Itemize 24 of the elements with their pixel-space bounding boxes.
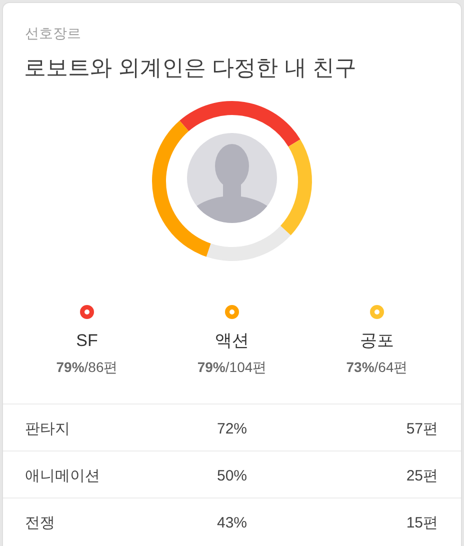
text: 50% <box>216 468 248 484</box>
legend-item: 액션 <box>215 305 249 350</box>
chart-title: 로보트와 외계인은 다정한 내 친구 <box>24 55 356 80</box>
legend-item: SF <box>76 305 98 350</box>
text: 애니메이션 <box>25 468 100 484</box>
donut-slice <box>152 120 211 257</box>
data-label: 73%/64편 <box>346 359 408 375</box>
donut-slice <box>280 139 312 236</box>
data-label: 79%/86편 <box>56 359 118 375</box>
donut-slice <box>180 101 300 147</box>
text: 57편 <box>406 420 438 438</box>
legend-label: 공포 <box>360 331 394 350</box>
text: 15편 <box>406 514 438 532</box>
legend-label: SF <box>76 331 98 350</box>
legend-item: 공포 <box>360 305 394 350</box>
chart-subtitle: 선호장르 <box>25 25 81 41</box>
text: 72% <box>216 420 248 438</box>
donut-slice <box>206 226 291 261</box>
legend-label: 액션 <box>215 331 249 350</box>
text: 25편 <box>406 468 438 484</box>
data-label: 79%/104편 <box>197 359 267 375</box>
text: 43% <box>216 514 248 532</box>
text: 판타지 <box>25 420 70 438</box>
text: 전쟁 <box>25 514 55 532</box>
